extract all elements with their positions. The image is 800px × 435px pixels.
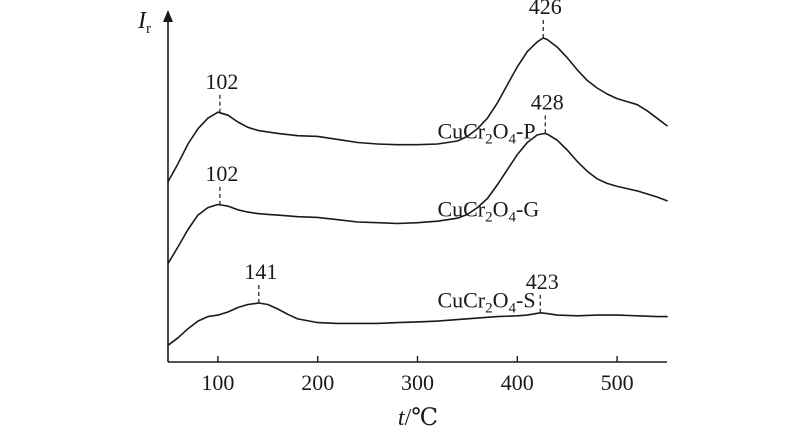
peak-annotations: 426 102 428 102 141 423 xyxy=(205,0,564,313)
series-line xyxy=(167,37,668,183)
x-tick-label: 200 xyxy=(301,370,334,395)
series-label: CuCr2O4-P xyxy=(437,119,535,148)
x-tick-label: 300 xyxy=(401,370,434,395)
peak-label: 102 xyxy=(205,161,238,186)
x-tick-label: 500 xyxy=(601,370,634,395)
series-label: CuCr2O4-G xyxy=(437,197,539,226)
x-tick-label: 400 xyxy=(501,370,534,395)
axes: 100 200 300 400 500 xyxy=(163,10,667,395)
y-axis-arrow xyxy=(163,10,173,22)
peak-label: 102 xyxy=(205,69,238,94)
peak-label: 426 xyxy=(529,0,562,19)
series-line xyxy=(167,302,668,347)
series-line xyxy=(167,132,668,265)
series-label: CuCr2O4-S xyxy=(437,287,535,316)
peak-label: 423 xyxy=(526,269,559,294)
curves xyxy=(167,37,668,347)
peak-label: 141 xyxy=(244,259,277,284)
peak-label: 428 xyxy=(531,89,564,114)
x-tick-label: 100 xyxy=(201,370,234,395)
series-labels: CuCr2O4-P CuCr2O4-G CuCr2O4-S xyxy=(437,119,539,317)
x-axis-label: t/℃ xyxy=(398,405,438,431)
y-axis-label: Ir xyxy=(137,8,151,37)
